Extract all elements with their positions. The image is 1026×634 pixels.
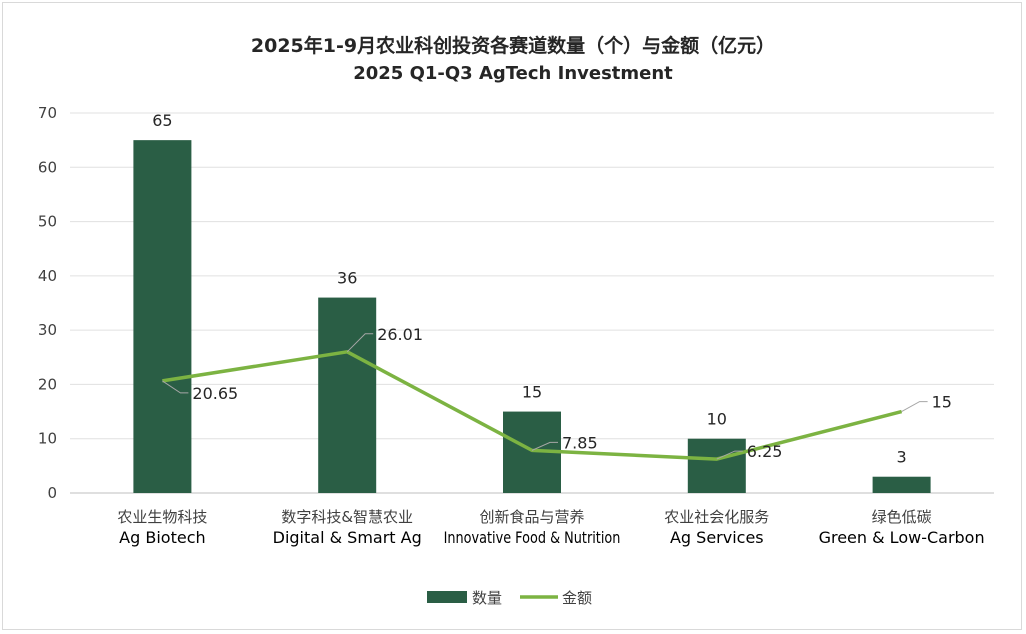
leader-line <box>716 450 743 460</box>
bar <box>133 140 192 493</box>
y-tick-label: 30 <box>38 321 57 339</box>
line-value-label: 6.25 <box>747 442 783 461</box>
legend-label-line: 金额 <box>562 589 592 607</box>
y-tick-label: 50 <box>38 213 57 231</box>
line-value-label: 26.01 <box>377 325 423 344</box>
legend-swatch-bar <box>427 591 467 603</box>
bar-value-label: 10 <box>707 410 727 429</box>
line-value-label: 20.65 <box>192 384 238 403</box>
leader-line <box>901 401 928 413</box>
x-category-label-cn: 数字科技&智慧农业 <box>281 508 413 526</box>
x-category-label-cn: 农业生物科技 <box>117 508 207 526</box>
x-axis-categories: 农业生物科技 Ag Biotech 数字科技&智慧农业 Digital & Smart… <box>117 508 984 547</box>
x-category-label-en: Innovative Food & Nutrition <box>444 528 621 547</box>
bar-value-label: 3 <box>897 448 907 467</box>
x-category-label-cn: 创新食品与营养 <box>479 508 584 526</box>
legend: 数量 金额 <box>427 589 592 607</box>
x-category-label-en: Digital & Smart Ag <box>273 528 422 547</box>
y-tick-label: 20 <box>38 375 57 393</box>
bar-series: 65 36 15 10 3 <box>133 111 931 493</box>
legend-label-bar: 数量 <box>472 589 502 607</box>
line-value-label: 7.85 <box>562 433 598 452</box>
x-category-label-cn: 农业社会化服务 <box>664 508 769 526</box>
bar-value-label: 36 <box>337 269 357 288</box>
bar <box>318 297 377 493</box>
leader-line <box>531 441 558 451</box>
gridlines <box>70 112 994 494</box>
bar <box>687 438 746 493</box>
y-tick-label: 40 <box>38 267 57 285</box>
y-tick-label: 60 <box>38 158 57 176</box>
line-value-label: 15 <box>932 393 952 412</box>
x-category-label-en: Ag Services <box>670 528 764 547</box>
line-series: 20.65 26.01 7.85 6.25 15 <box>162 325 952 461</box>
y-tick-label: 70 <box>38 104 57 122</box>
x-category-label-en: Green & Low-Carbon <box>819 528 985 547</box>
y-axis-ticks: 0 10 20 30 40 50 60 70 <box>38 104 57 502</box>
bar-value-label: 15 <box>522 383 542 402</box>
bar <box>872 476 931 493</box>
chart-subtitle: 2025 Q1-Q3 AgTech Investment <box>353 63 673 84</box>
y-tick-label: 10 <box>38 430 57 448</box>
y-tick-label: 0 <box>47 484 57 502</box>
x-category-label-cn: 绿色低碳 <box>872 508 932 526</box>
x-category-label-en: Ag Biotech <box>119 528 205 547</box>
leader-line <box>162 380 189 394</box>
chart-title: 2025年1-9月农业科创投资各赛道数量（个）与金额（亿元） <box>251 34 775 57</box>
bar-value-label: 65 <box>152 111 172 130</box>
leader-line <box>346 333 374 353</box>
